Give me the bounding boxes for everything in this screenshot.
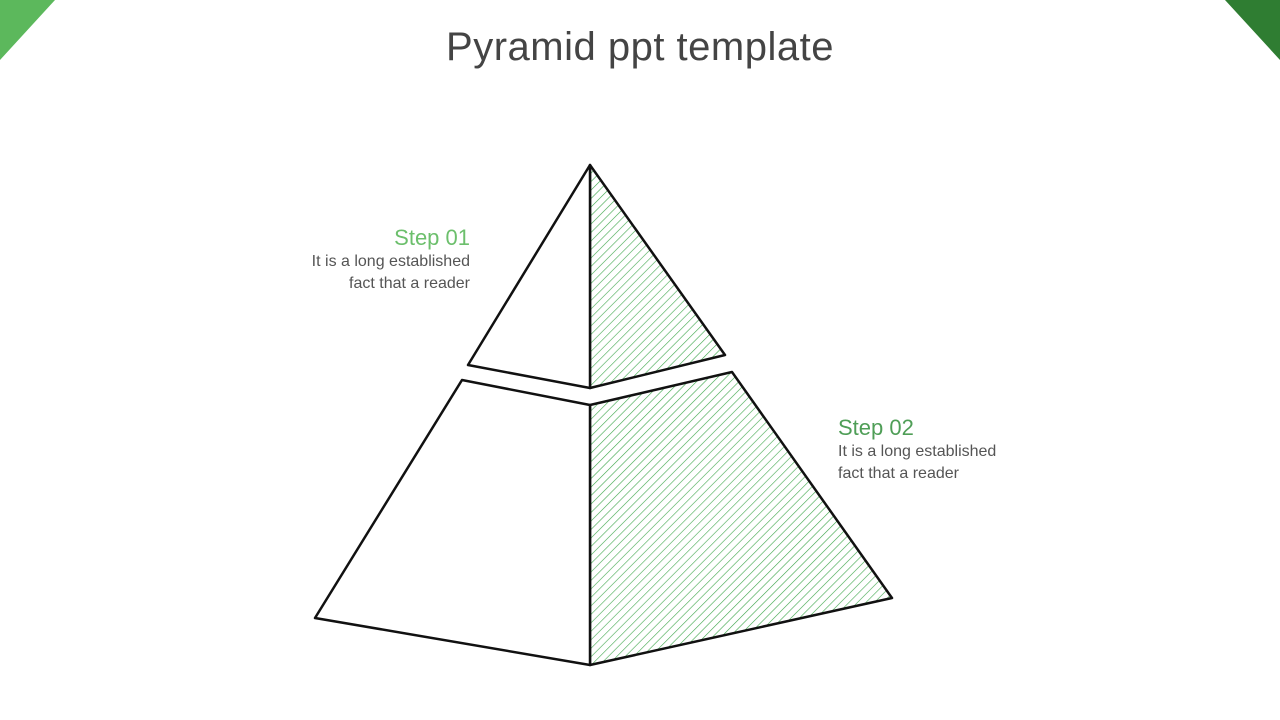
pyramid-bottom-left-face — [315, 380, 590, 665]
step-1-desc-line1: It is a long established — [270, 251, 470, 273]
pyramid-top-left-face — [468, 165, 590, 388]
step-1-block: Step 01 It is a long established fact th… — [270, 225, 470, 294]
step-2-label: Step 02 — [838, 415, 1058, 441]
page-title: Pyramid ppt template — [0, 25, 1280, 70]
step-2-block: Step 02 It is a long established fact th… — [838, 415, 1058, 484]
step-1-label: Step 01 — [270, 225, 470, 251]
slide-canvas — [0, 0, 1280, 720]
step-1-desc-line2: fact that a reader — [270, 273, 470, 295]
step-2-desc-line2: fact that a reader — [838, 463, 1058, 485]
step-2-desc-line1: It is a long established — [838, 441, 1058, 463]
pyramid-top-right-face — [590, 165, 725, 388]
